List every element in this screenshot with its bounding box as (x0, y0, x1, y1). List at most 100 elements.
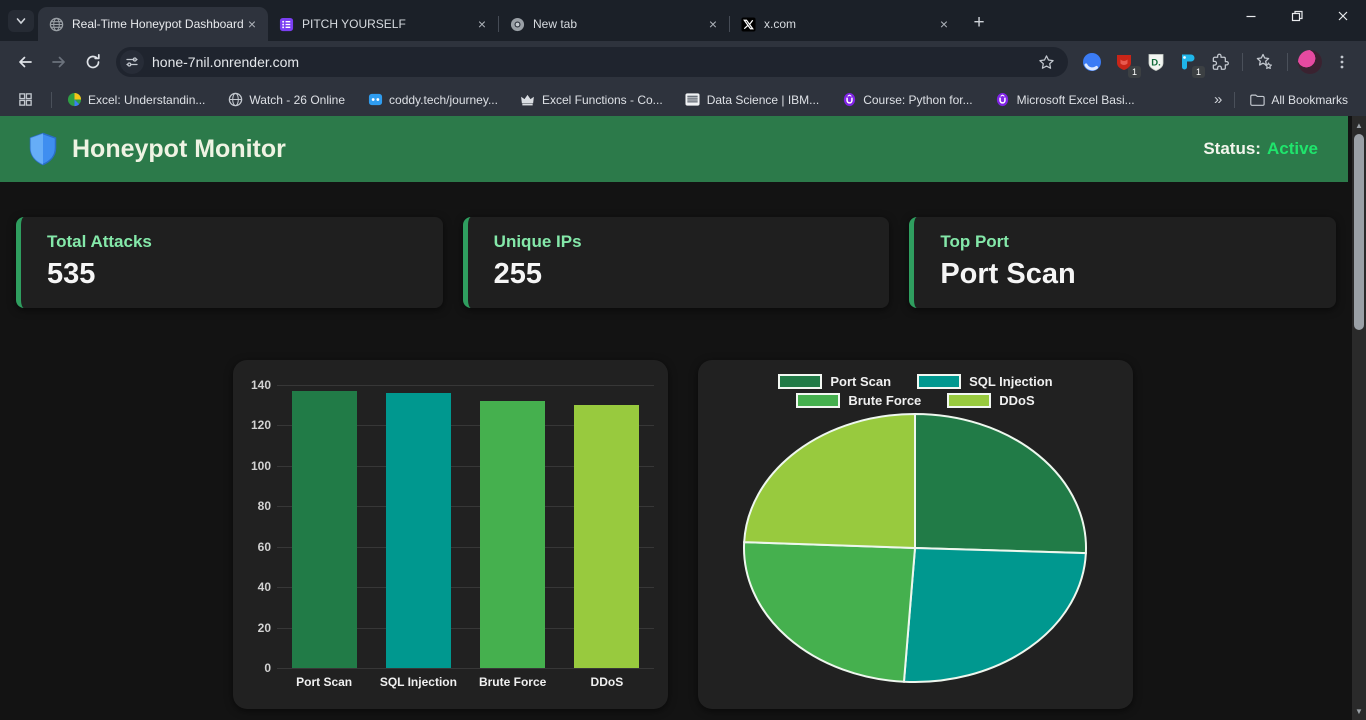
page-content: Honeypot Monitor Status: Active Total Att… (0, 116, 1366, 720)
tab-close-icon[interactable]: × (477, 16, 487, 32)
browser-toolbar: hone-7nil.onrender.com 1 D. 1 (0, 41, 1366, 83)
dashlane-shield-extension-icon[interactable]: D. (1143, 49, 1169, 75)
y-axis-tick-label: 20 (257, 620, 271, 635)
blue-circle-extension-icon[interactable] (1079, 49, 1105, 75)
chrome-icon (509, 16, 525, 32)
legend-label: SQL Injection (969, 374, 1053, 389)
tab-close-icon[interactable]: × (708, 16, 718, 32)
blue-flag-extension-icon[interactable]: 1 (1175, 49, 1205, 78)
extensions-puzzle-icon[interactable] (1207, 49, 1233, 75)
page-title: Honeypot Monitor (72, 134, 286, 163)
restore-button[interactable] (1274, 0, 1320, 32)
legend-swatch (917, 374, 962, 389)
y-axis-tick-label: 140 (250, 378, 271, 392)
chevron-down-icon (16, 18, 26, 25)
attack-types-bar-chart: 0 20 40 60 80 100 120 140 Port Scan SQL Injectio… (233, 360, 668, 709)
purple-list-icon (278, 16, 294, 32)
gridline (277, 385, 654, 386)
bookmark-data-science-ibm[interactable]: Data Science | IBM... (679, 89, 826, 111)
card-title: Total Attacks (47, 232, 152, 251)
bookmark-label: Microsoft Excel Basi... (1016, 92, 1135, 107)
bookmark-star-icon[interactable] (1033, 49, 1059, 75)
bookmarks-overflow-chevron[interactable]: » (1213, 91, 1223, 108)
red-shield-extension-icon[interactable]: 1 (1111, 49, 1141, 78)
browser-menu-kebab-icon[interactable] (1329, 49, 1355, 75)
bookmark-excel-understanding[interactable]: Excel: Understandin... (60, 89, 211, 111)
tab-title: Real-Time Honeypot Dashboard (72, 17, 244, 31)
card-title: Top Port (940, 232, 1009, 251)
globe-icon (48, 16, 64, 32)
scrollbar-thumb[interactable] (1354, 134, 1364, 330)
crown-icon (520, 92, 536, 108)
tab-honeypot-dashboard[interactable]: Real-Time Honeypot Dashboard × (38, 7, 268, 41)
scroll-up-icon[interactable]: ▲ (1355, 120, 1363, 130)
scroll-down-icon[interactable]: ▼ (1355, 706, 1363, 716)
minimize-button[interactable] (1228, 0, 1274, 32)
all-bookmarks-label: All Bookmarks (1271, 92, 1348, 107)
legend-item-sql-injection[interactable]: SQL Injection (917, 374, 1053, 389)
tab-new-tab[interactable]: New tab × (499, 7, 729, 41)
tab-strip: Real-Time Honeypot Dashboard × PITCH YOU… (0, 0, 1366, 41)
legend-label: Brute Force (848, 393, 922, 408)
card-value: Port Scan (940, 258, 1076, 290)
bookmark-watch-26-online[interactable]: Watch - 26 Online (221, 89, 351, 111)
shield-icon (29, 132, 57, 166)
status-badge: Active (1266, 139, 1318, 158)
tab-pitch-yourself[interactable]: PITCH YOURSELF × (268, 7, 498, 41)
reload-button[interactable] (78, 47, 108, 77)
legend-swatch (778, 374, 823, 389)
all-bookmarks-button[interactable]: All Bookmarks (1243, 89, 1354, 111)
legend-item-brute-force[interactable]: Brute Force (796, 393, 921, 408)
bookmark-label: Excel Functions - Co... (541, 92, 663, 107)
address-bar[interactable]: hone-7nil.onrender.com (116, 47, 1068, 77)
bar-brute-force (480, 401, 546, 668)
profile-avatar[interactable] (1297, 49, 1323, 75)
site-settings-icon[interactable] (120, 50, 144, 74)
bookmark-label: Watch - 26 Online (249, 92, 346, 107)
bookmark-label: coddy.tech/journey... (389, 92, 498, 107)
reading-list-star-icon[interactable] (1252, 49, 1278, 75)
gridline (277, 506, 654, 508)
y-axis-tick-label: 60 (257, 539, 271, 554)
legend-item-port-scan[interactable]: Port Scan (778, 374, 891, 389)
extension-badge: 1 (1127, 66, 1141, 78)
bookmark-microsoft-excel[interactable]: Microsoft Excel Basi... (989, 89, 1141, 111)
tab-close-icon[interactable]: × (939, 16, 949, 32)
tab-x-com[interactable]: x.com × (730, 7, 960, 41)
x-axis-label: Port Scan (296, 675, 353, 689)
url-text[interactable]: hone-7nil.onrender.com (152, 54, 300, 70)
y-axis-tick-label: 100 (250, 458, 271, 473)
card-top-port: Top Port Port Scan (909, 217, 1337, 308)
globe-icon (227, 92, 243, 108)
page-header: Honeypot Monitor Status: Active (0, 116, 1348, 182)
new-tab-button[interactable]: + (973, 12, 985, 33)
tab-close-icon[interactable]: × (247, 16, 257, 32)
forward-button[interactable] (44, 47, 74, 77)
legend-swatch (796, 393, 841, 408)
attack-distribution-pie-chart: Port Scan SQL Injection Brute Force DDoS (698, 360, 1133, 709)
apps-grid-icon[interactable] (12, 89, 39, 110)
toolbar-separator (1287, 53, 1288, 71)
gridline (277, 465, 654, 467)
legend-item-ddos[interactable]: DDoS (947, 393, 1035, 408)
bar-chart-x-labels: Port Scan SQL Injection Brute Force DDoS (277, 675, 654, 689)
status-text: Status: Active (1203, 139, 1318, 159)
gridline (277, 546, 654, 548)
gridline (277, 587, 654, 589)
window-controls (1228, 0, 1366, 32)
pie-chart-legend: Port Scan SQL Injection Brute Force DDoS (698, 360, 1133, 408)
bookmark-excel-functions[interactable]: Excel Functions - Co... (514, 89, 669, 111)
bookmark-label: Excel: Understandin... (88, 92, 206, 107)
tab-search-button[interactable] (8, 10, 34, 32)
bookmarks-separator (51, 91, 52, 108)
y-axis-tick-label: 40 (257, 580, 271, 595)
back-button[interactable] (10, 47, 40, 77)
legend-swatch (947, 393, 992, 408)
bookmark-coddy-tech[interactable]: coddy.tech/journey... (361, 89, 504, 111)
close-window-button[interactable] (1320, 0, 1366, 32)
x-logo-icon (740, 16, 756, 32)
bookmark-course-python[interactable]: Course: Python for... (835, 89, 978, 111)
tab-title: x.com (764, 17, 797, 31)
page-scrollbar[interactable]: ▲ ▼ (1352, 116, 1366, 720)
y-axis-tick-label: 80 (257, 499, 271, 514)
